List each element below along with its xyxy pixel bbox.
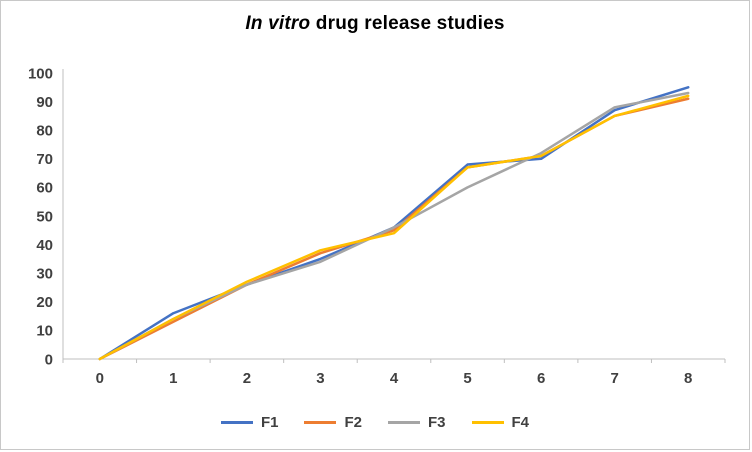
- y-tick-label: 20: [36, 294, 53, 311]
- y-tick-label: 40: [36, 237, 53, 254]
- x-tick-label: 6: [537, 370, 545, 387]
- legend-label: F2: [344, 414, 362, 431]
- legend-item-f4: F4: [471, 414, 530, 431]
- legend-label: F1: [260, 414, 279, 431]
- y-tick-label: 90: [36, 94, 53, 111]
- x-tick-label: 0: [96, 370, 104, 387]
- x-tick-label: 7: [610, 370, 618, 387]
- legend-swatch-f1: [220, 421, 253, 424]
- x-tick-label: 8: [684, 370, 692, 387]
- y-tick-label: 0: [45, 351, 53, 368]
- legend-item-f2: F2: [304, 414, 362, 431]
- y-tick-label: 30: [36, 265, 53, 282]
- legend-item-f3: F3: [388, 414, 446, 431]
- legend-item-f1: F1: [220, 414, 279, 431]
- y-tick-label: 80: [36, 122, 53, 139]
- legend: F1 F2 F3 F4: [1, 414, 749, 431]
- y-tick-label: 70: [36, 151, 53, 168]
- chart-title: In vitro drug release studies: [1, 13, 749, 35]
- x-tick-label: 5: [463, 370, 471, 387]
- y-tick-label: 60: [36, 180, 53, 197]
- legend-swatch-f3: [388, 421, 420, 424]
- series-line-f2: [98, 97, 690, 361]
- y-tick-label: 10: [36, 323, 53, 340]
- chart-title-rest: drug release studies: [310, 13, 505, 34]
- legend-swatch-f2: [304, 421, 337, 424]
- x-tick-label: 4: [390, 370, 399, 387]
- y-tick-label: 50: [36, 208, 53, 225]
- y-tick-label: 100: [28, 65, 53, 82]
- legend-label: F3: [428, 414, 446, 431]
- x-tick-label: 2: [243, 370, 251, 387]
- series-line-f1: [98, 86, 690, 361]
- legend-label: F4: [511, 414, 530, 431]
- x-tick-label: 1: [169, 370, 177, 387]
- series-line-f4: [98, 94, 690, 361]
- x-tick-label: 3: [316, 370, 324, 387]
- legend-swatch-f4: [471, 421, 504, 424]
- chart-title-italic: In vitro: [245, 13, 311, 34]
